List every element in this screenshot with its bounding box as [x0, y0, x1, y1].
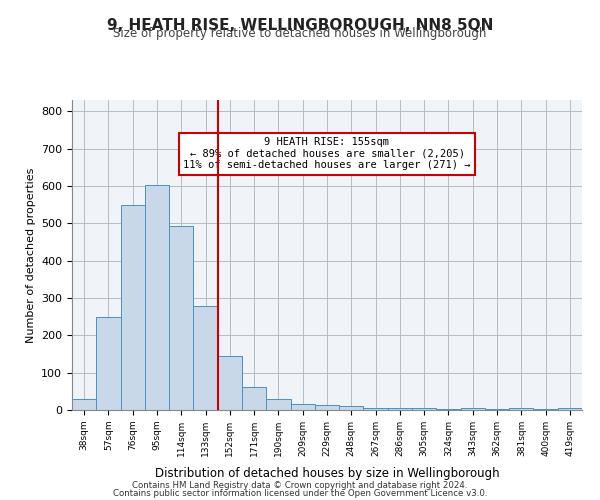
Bar	[509, 408, 533, 410]
Bar	[121, 206, 145, 410]
Bar	[266, 399, 290, 410]
Text: Contains HM Land Registry data © Crown copyright and database right 2024.: Contains HM Land Registry data © Crown c…	[132, 481, 468, 490]
Bar	[72, 399, 96, 410]
Bar	[558, 408, 582, 410]
Bar	[315, 405, 339, 410]
Bar	[388, 408, 412, 410]
Bar	[96, 318, 121, 410]
Text: 9, HEATH RISE, WELLINGBOROUGH, NN8 5QN: 9, HEATH RISE, WELLINGBOROUGH, NN8 5QN	[107, 18, 493, 32]
Bar	[339, 406, 364, 410]
Text: Size of property relative to detached houses in Wellingborough: Size of property relative to detached ho…	[113, 28, 487, 40]
X-axis label: Distribution of detached houses by size in Wellingborough: Distribution of detached houses by size …	[155, 467, 499, 480]
Bar	[218, 356, 242, 410]
Bar	[169, 226, 193, 410]
Bar	[290, 404, 315, 410]
Text: 9 HEATH RISE: 155sqm
← 89% of detached houses are smaller (2,205)
11% of semi-de: 9 HEATH RISE: 155sqm ← 89% of detached h…	[183, 137, 471, 170]
Bar	[461, 408, 485, 410]
Bar	[242, 387, 266, 410]
Y-axis label: Number of detached properties: Number of detached properties	[26, 168, 35, 342]
Bar	[145, 185, 169, 410]
Bar	[412, 408, 436, 410]
Bar	[364, 408, 388, 410]
Text: Contains public sector information licensed under the Open Government Licence v3: Contains public sector information licen…	[113, 488, 487, 498]
Bar	[193, 306, 218, 410]
